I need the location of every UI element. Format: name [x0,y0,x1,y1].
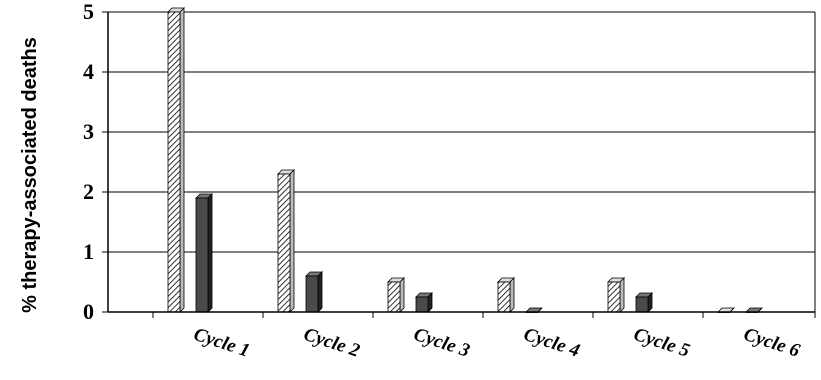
y-tick-label: 3 [83,119,94,144]
bar-solid-cycle-5 [635,292,653,313]
bar-hatched-cycle-3 [387,277,405,313]
x-tick-label: Cycle 6 [741,324,803,362]
bar-solid-cycle-3 [415,292,433,313]
bars [167,7,763,313]
bar-hatched-cycle-5 [607,277,625,313]
x-tick-label: Cycle 1 [191,324,252,362]
bar-hatched-cycle-2 [277,169,295,313]
x-tick-label: Cycle 2 [301,324,363,362]
gridlines [108,11,815,253]
x-tick-label: Cycle 5 [631,324,693,362]
axes [107,12,816,313]
bar-hatched-cycle-4 [497,277,515,313]
x-tick-labels: Cycle 1 Cycle 2 Cycle 3 Cycle 4 Cycle 5 Cycle… [152,312,816,362]
x-tick-label: Cycle 3 [411,324,472,362]
y-axis-title: % therapy-associated deaths [19,37,41,313]
bar-hatched-cycle-1 [167,7,185,313]
bar-solid-cycle-1 [195,193,213,313]
y-tick-label: 5 [83,0,94,24]
x-tick-label: Cycle 4 [521,324,582,362]
y-tick-label: 2 [83,179,94,204]
y-tick-label: 4 [83,59,94,84]
y-tick-label: 0 [83,299,94,324]
y-tick-labels: 0 1 2 3 4 5 [83,0,108,324]
y-tick-label: 1 [83,239,94,264]
bar-solid-cycle-2 [305,271,323,313]
